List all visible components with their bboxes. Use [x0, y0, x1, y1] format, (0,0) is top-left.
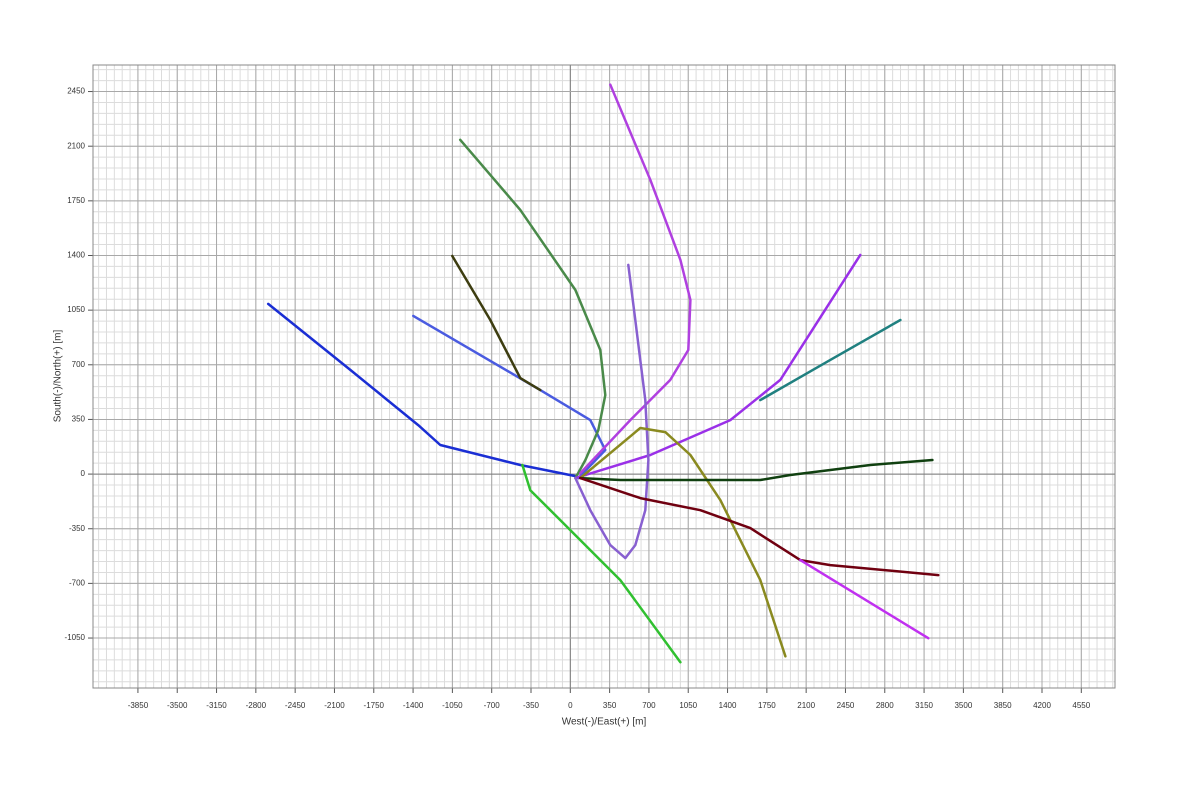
x-tick-label: 1750	[758, 701, 776, 710]
trajectory-line	[579, 426, 787, 658]
x-tick-label: -1050	[442, 701, 463, 710]
x-tick-label: -350	[523, 701, 540, 710]
x-tick-label: 2100	[797, 701, 815, 710]
x-tick-label: 3150	[915, 701, 933, 710]
x-tick-label: 0	[568, 701, 573, 710]
y-tick-label: 1750	[67, 196, 85, 205]
x-tick-label: -3500	[167, 701, 188, 710]
x-tick-label: -1750	[364, 701, 385, 710]
trajectory-line	[521, 463, 682, 664]
trajectory-line	[579, 83, 692, 475]
x-tick-label: -2100	[324, 701, 345, 710]
y-tick-label: 1050	[67, 305, 85, 314]
y-tick-label: 1400	[67, 251, 85, 260]
x-tick-label: -700	[484, 701, 501, 710]
x-tick-label: 1050	[679, 701, 697, 710]
trajectory-line	[579, 458, 934, 482]
trajectory-line	[266, 302, 577, 478]
trajectory-line	[451, 254, 542, 392]
x-tick-label: 3850	[994, 701, 1012, 710]
x-tick-label: 4550	[1072, 701, 1090, 710]
x-tick-label: -2450	[285, 701, 306, 710]
y-axis-title: South(-)/North(+) [m]	[53, 330, 64, 423]
x-tick-label: 3500	[954, 701, 972, 710]
y-tick-label: 0	[81, 469, 86, 478]
trajectory-line	[759, 318, 902, 402]
x-tick-label: 350	[603, 701, 617, 710]
x-tick-label: 1400	[719, 701, 737, 710]
y-tick-label: 350	[72, 415, 86, 424]
x-tick-label: 4200	[1033, 701, 1051, 710]
trajectory-line	[412, 314, 607, 480]
x-tick-label: -1400	[403, 701, 424, 710]
y-tick-label: -1050	[65, 633, 86, 642]
x-tick-label: 2800	[876, 701, 894, 710]
y-tick-label: 700	[72, 360, 86, 369]
x-tick-label: -3850	[128, 701, 149, 710]
y-tick-label: 2450	[67, 87, 85, 96]
trajectory-line	[799, 558, 930, 640]
plot-frame	[92, 64, 1116, 689]
x-tick-label: -3150	[206, 701, 227, 710]
trajectory-line	[579, 476, 940, 577]
x-tick-label: 2450	[837, 701, 855, 710]
x-tick-label: 700	[642, 701, 656, 710]
y-tick-label: -700	[69, 578, 86, 587]
y-tick-label: -350	[69, 524, 86, 533]
trajectory-line	[574, 253, 862, 480]
trajectory-line	[458, 138, 607, 480]
x-tick-label: -2800	[246, 701, 267, 710]
x-axis-title: West(-)/East(+) [m]	[562, 717, 647, 728]
trajectory-line	[574, 263, 650, 560]
y-tick-label: 2100	[67, 141, 85, 150]
